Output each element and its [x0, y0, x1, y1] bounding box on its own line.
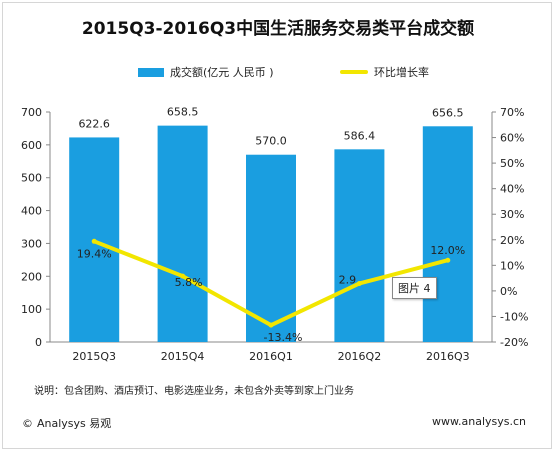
growth-value-label: 2.9 — [339, 273, 357, 286]
legend-swatch-bar — [138, 67, 164, 77]
image-tooltip: 图片 4 — [392, 277, 437, 299]
y-left-tick-label: 100 — [21, 303, 42, 316]
y-right-tick-label: 60% — [500, 132, 524, 145]
y-left-tick-label: 700 — [21, 106, 42, 119]
y-left-tick-label: 0 — [35, 336, 42, 349]
legend-label-bar: 成交额(亿元 人民币 ) — [170, 66, 274, 79]
bar-series — [69, 125, 473, 343]
x-tick-label: 2016Q2 — [338, 350, 382, 363]
y-left-tick-label: 200 — [21, 270, 42, 283]
bar — [246, 154, 296, 342]
chart-note: 说明：包含团购、酒店预订、电影选座业务，未包含外卖等到家上门业务 — [34, 386, 354, 397]
bar-value-label: 622.6 — [78, 117, 110, 130]
growth-point — [180, 273, 186, 279]
y-right-tick-label: 20% — [500, 234, 524, 247]
bar-value-label: 570.0 — [255, 135, 287, 148]
chart-legend: 成交额(亿元 人民币 ) 环比增长率 — [0, 64, 556, 80]
y-left-tick-label: 300 — [21, 237, 42, 250]
legend-item-bar: 成交额(亿元 人民币 ) — [138, 64, 274, 80]
y-right-tick-label: 0% — [500, 285, 517, 298]
growth-point — [268, 322, 274, 328]
y-right-tick-label: 30% — [500, 208, 524, 221]
legend-item-line: 环比增长率 — [340, 64, 429, 80]
y-left-tick-label: 500 — [21, 172, 42, 185]
footer-brand: © Analysys 易观 — [22, 415, 111, 431]
copyright-icon: © — [22, 416, 33, 430]
data-labels: 622.6 658.5 570.0 586.4 656.5 19.4% 5.8% -13.4%… — [77, 106, 466, 344]
bar — [422, 126, 473, 343]
y-left-tick-label: 600 — [21, 139, 42, 152]
bar — [334, 149, 385, 342]
growth-value-label: 5.8% — [175, 276, 203, 289]
growth-point — [445, 257, 451, 263]
x-tick-label: 2016Q3 — [426, 350, 470, 363]
growth-value-label: 19.4% — [77, 247, 112, 260]
y-right-tick-label: 40% — [500, 183, 524, 196]
y-right-tick-label: -10% — [500, 310, 528, 323]
growth-point — [91, 238, 97, 244]
x-tick-label: 2016Q1 — [249, 350, 293, 363]
y-left-tick-label: 400 — [21, 205, 42, 218]
bar-value-label: 658.5 — [167, 106, 199, 119]
y-right-tick-label: 70% — [500, 106, 524, 119]
growth-value-label: -13.4% — [264, 331, 303, 344]
y-right-tick-label: 10% — [500, 259, 524, 272]
chart-title: 2015Q3-2016Q3中国生活服务交易类平台成交额 — [81, 19, 475, 39]
bar — [157, 125, 208, 342]
x-tick-label: 2015Q3 — [72, 350, 116, 363]
y-right-tick-label: -20% — [500, 336, 528, 349]
y-right-tick-label: 50% — [500, 157, 524, 170]
line-series — [91, 238, 451, 328]
bar-value-label: 656.5 — [432, 106, 464, 119]
legend-swatch-line — [340, 70, 368, 74]
growth-value-label: 12.0% — [430, 244, 465, 257]
growth-point — [356, 280, 362, 286]
bar-value-label: 586.4 — [344, 129, 376, 142]
footer-website: www.analysys.cn — [432, 415, 526, 428]
x-tick-label: 2015Q4 — [161, 350, 205, 363]
brand-name: Analysys 易观 — [37, 417, 112, 430]
legend-label-line: 环比增长率 — [374, 66, 429, 79]
